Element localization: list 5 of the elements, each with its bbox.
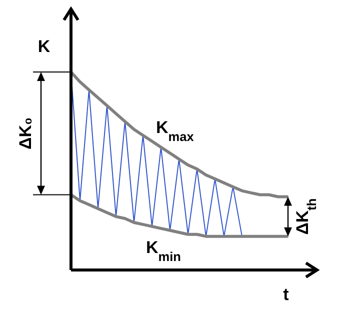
series-label: K$_{max}$ bbox=[156, 118, 194, 144]
series-label: K$_{min}$ bbox=[146, 238, 181, 264]
x-axis-title: t bbox=[283, 285, 290, 304]
text: ΔK₀ bbox=[16, 117, 35, 150]
y-axis-title: K bbox=[38, 37, 51, 56]
